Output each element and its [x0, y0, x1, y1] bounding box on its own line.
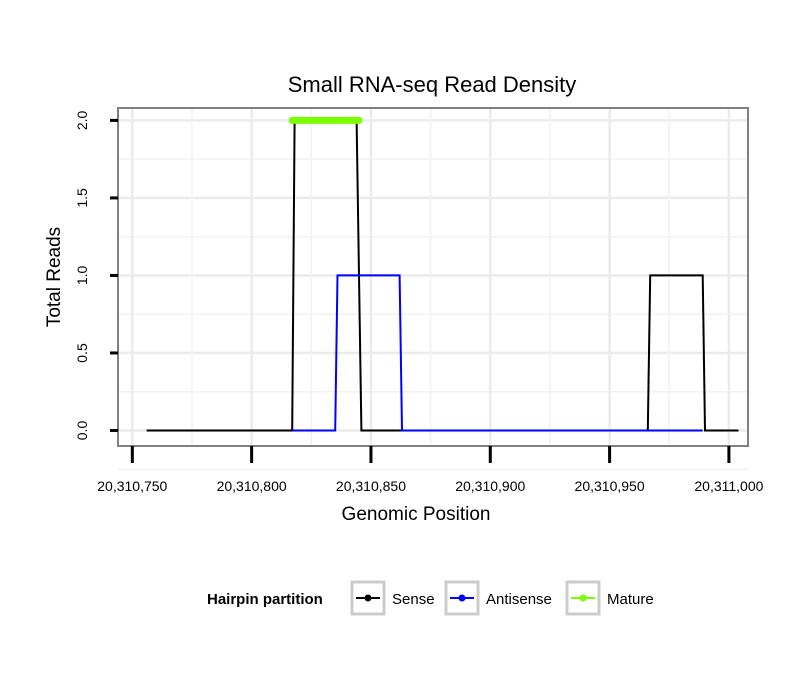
x-axis-title: Genomic Position: [342, 504, 491, 525]
grid: [118, 108, 748, 471]
series-layer: [146, 116, 739, 432]
x-tick-label: 20,310,900: [455, 478, 525, 494]
series-antisense-line: [292, 274, 703, 432]
plot-border: [117, 107, 749, 447]
legend-item-antisense: Antisense: [444, 580, 552, 616]
legend-item-mature: Mature: [565, 580, 654, 616]
plot-panel: [118, 108, 748, 446]
legend-key-point: [364, 594, 372, 602]
x-tick-label: 20,310,750: [97, 478, 167, 494]
y-tick-label: 1.0: [74, 266, 90, 286]
x-tick-label: 20,310,800: [217, 478, 287, 494]
legend-title: Hairpin partition: [207, 591, 323, 608]
legend-key-point: [579, 594, 587, 602]
y-tick-label: 1.5: [74, 188, 90, 208]
y-axis: 0.0 0.5 1.0 1.5 2.0: [74, 110, 118, 440]
x-tick-label: 20,310,850: [336, 478, 406, 494]
x-tick-label: 20,311,000: [694, 478, 763, 494]
y-tick-label: 2.0: [74, 110, 90, 130]
x-axis: 20,310,750 20,310,800 20,310,850 20,310,900…: [97, 446, 764, 494]
chart-title: Small RNA-seq Read Density: [288, 72, 577, 97]
legend-item-sense: Sense: [350, 580, 435, 616]
legend: Hairpin partition Sense Antisense Mature: [207, 580, 654, 616]
legend-label: Antisense: [486, 591, 552, 608]
y-tick-label: 0.0: [74, 421, 90, 441]
legend-label: Sense: [392, 591, 435, 608]
legend-key-point: [458, 594, 466, 602]
x-tick-label: 20,310,950: [575, 478, 645, 494]
y-axis-title: Total Reads: [44, 227, 65, 327]
y-tick-label: 0.5: [74, 343, 90, 363]
legend-label: Mature: [607, 591, 654, 608]
